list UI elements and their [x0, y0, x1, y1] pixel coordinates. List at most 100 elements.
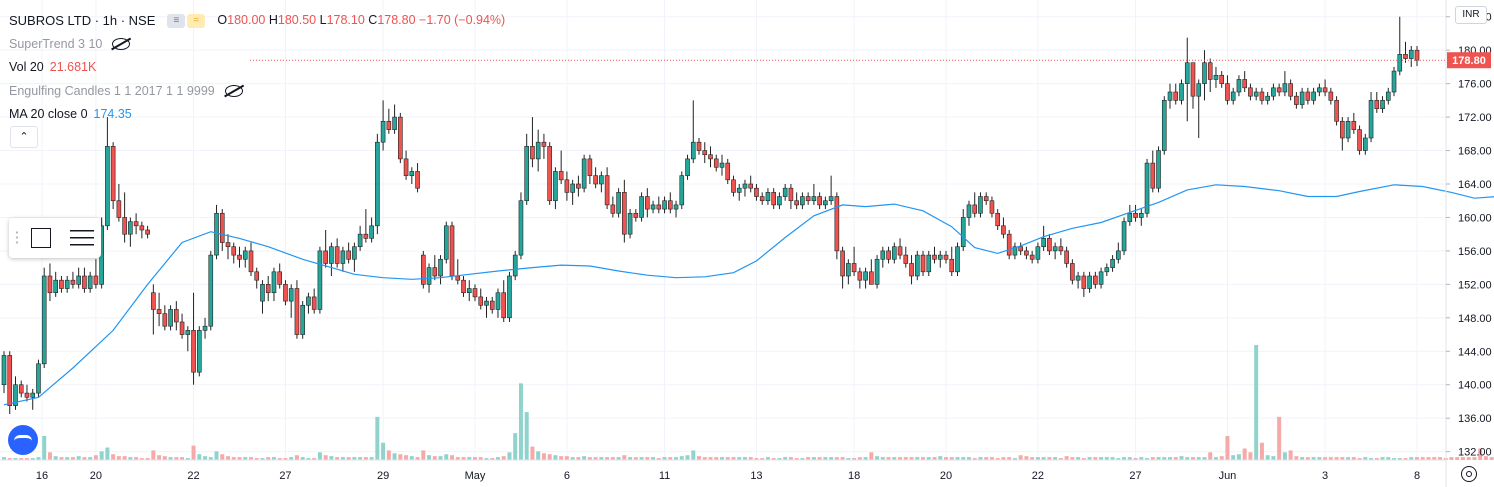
tradingview-logo-icon[interactable]	[8, 425, 38, 455]
symbol-title[interactable]: SUBROS LTD · 1h · NSE	[9, 13, 156, 28]
volume-bar	[180, 457, 185, 460]
volume-bar	[622, 455, 627, 460]
candle	[909, 255, 914, 285]
volume-bar	[628, 457, 633, 460]
candle-body	[260, 284, 265, 302]
volume-bar	[1007, 457, 1012, 460]
candle-body	[1259, 91, 1265, 101]
candle	[983, 192, 989, 205]
candle	[300, 301, 305, 339]
volume-bar	[1093, 457, 1098, 460]
volume-bar	[42, 436, 47, 460]
volume-bar	[794, 458, 799, 460]
candle	[214, 204, 219, 260]
candle	[587, 154, 593, 184]
volume-bar	[674, 457, 679, 460]
volume-bar	[1259, 442, 1264, 460]
volume-bar	[1041, 457, 1046, 460]
volume-bar	[587, 457, 592, 460]
candle	[955, 242, 960, 276]
volume-bar	[1455, 457, 1460, 460]
candle-body	[1213, 74, 1219, 80]
candle	[36, 359, 41, 398]
eye-hidden-icon[interactable]	[112, 38, 131, 51]
candle	[1368, 92, 1374, 143]
candle-body	[409, 171, 415, 176]
time-tick-label: 11	[659, 470, 670, 482]
volume-bar	[875, 456, 880, 460]
volume-bar	[679, 456, 684, 460]
volume-indicator[interactable]: Vol 20 21.681K	[9, 56, 505, 80]
candle	[863, 267, 868, 289]
candle	[59, 276, 64, 293]
eye-hidden-icon[interactable]	[224, 85, 243, 98]
volume-bar	[289, 457, 294, 460]
volume-bar	[1099, 457, 1104, 460]
volume-bar	[317, 452, 322, 460]
candle-body	[1012, 246, 1018, 256]
candle-body	[461, 279, 466, 294]
candle-body	[857, 271, 863, 281]
collapse-legend-button[interactable]: ⌃	[10, 126, 38, 148]
candle	[834, 192, 840, 260]
candle-body	[174, 309, 179, 323]
volume-bar	[1035, 457, 1040, 460]
candle-body	[1161, 100, 1167, 151]
time-axis[interactable]: 16 20 22 27 29 May 6 11 13 18 20 22 27 Jun 3 8	[36, 470, 1420, 482]
ma-indicator[interactable]: MA 20 close 0 174.35	[9, 103, 505, 127]
candle-body	[593, 175, 598, 185]
time-tick-label: 22	[187, 470, 199, 482]
settings-gear-icon[interactable]	[1461, 466, 1477, 482]
volume-bar	[1460, 457, 1465, 460]
open-value: 180.00	[227, 13, 266, 27]
price-axis[interactable]: 132.00 136.00 140.00 144.00 148.00 152.00 156.…	[1446, 12, 1492, 459]
candle	[886, 246, 891, 264]
volume-bar	[1363, 457, 1368, 460]
rectangle-tool-icon[interactable]	[31, 228, 51, 248]
volume-bar	[283, 458, 288, 460]
candle-body	[1345, 120, 1351, 139]
volume-bar	[363, 457, 368, 460]
candle	[501, 280, 507, 322]
candle-body	[892, 246, 897, 260]
volume-bar	[582, 456, 587, 460]
symbol-badges[interactable]: ≡ ≈	[167, 13, 207, 28]
volume-bar	[811, 457, 816, 460]
volume-bar	[277, 458, 282, 460]
candle	[317, 246, 323, 314]
volume-bar	[886, 457, 891, 460]
volume-bar	[70, 457, 75, 460]
volume-bar	[381, 442, 386, 460]
volume-bar	[1300, 457, 1305, 460]
candle-body	[558, 171, 564, 181]
candle	[530, 117, 535, 168]
volume-bar	[312, 458, 317, 460]
candle	[800, 192, 805, 210]
supertrend-indicator[interactable]: SuperTrend 3 10	[9, 33, 505, 57]
candle-body	[128, 221, 133, 235]
candle-body	[1368, 100, 1374, 139]
candle-body	[380, 120, 386, 143]
candle	[1299, 87, 1305, 109]
floating-drawing-toolbar[interactable]	[9, 218, 101, 258]
candle	[564, 171, 570, 201]
volume-bars	[2, 345, 1494, 460]
object-tree-icon[interactable]	[70, 228, 94, 248]
time-tick-label: 13	[750, 470, 762, 482]
volume-bar	[725, 457, 730, 460]
engulfing-indicator[interactable]: Engulfing Candles 1 1 2017 1 1 9999	[9, 80, 505, 104]
candle-body	[736, 187, 742, 193]
candle	[1018, 242, 1023, 256]
drag-handle-icon[interactable]	[15, 230, 19, 246]
candle-body	[966, 204, 972, 218]
volume-bar	[30, 458, 35, 460]
volume-bar	[1409, 457, 1414, 460]
currency-button[interactable]: INR	[1455, 6, 1487, 24]
volume-bar	[1386, 457, 1391, 460]
candle	[524, 133, 529, 205]
candle-body	[1098, 271, 1104, 285]
candle	[1116, 242, 1121, 264]
candle-body	[1133, 212, 1138, 218]
volume-bar	[1225, 436, 1230, 460]
